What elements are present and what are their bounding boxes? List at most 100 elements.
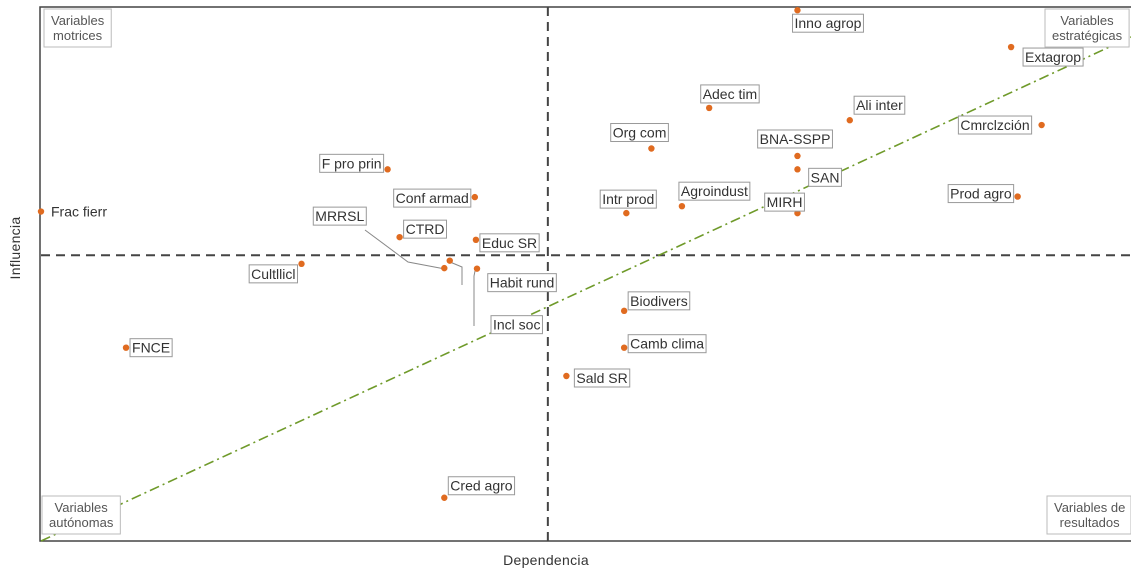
point-label: Cultllicl [251, 266, 295, 282]
data-point-marker [441, 264, 448, 272]
point-cmrclzci-n: Cmrclzción [957, 115, 1045, 135]
point-habit-rund: Habit rund [446, 257, 557, 293]
point-cultllicl: Cultllicl [248, 260, 305, 284]
data-point-marker [122, 344, 130, 351]
leader-line [364, 229, 446, 270]
point-label: Prod agro [950, 186, 1012, 202]
quadrant-label-box [41, 495, 121, 535]
point-bna-sspp: BNA-SSPP [757, 129, 833, 160]
point-label-box [627, 291, 691, 311]
y-axis-label: Influencia [7, 217, 23, 280]
point-fnce: FNCE [122, 338, 173, 358]
data-points: Frac fierr FNCE Cultllicl F pro prin Conf ar… [37, 7, 1084, 501]
point-label-box [792, 13, 864, 33]
quadrant-labels: VariablesmotricesVariablesestratégicasVa… [41, 8, 1131, 535]
point-label: Cmrclzción [960, 117, 1029, 133]
diagonal-line [40, 36, 1131, 542]
point-label: Sald SR [576, 370, 627, 386]
data-point-marker [473, 265, 481, 272]
point-incl-soc: Incl soc [473, 265, 543, 335]
point-frac-fierr: Frac fierr [37, 204, 107, 220]
data-point-marker [446, 257, 453, 264]
point-label: F pro prin [322, 155, 382, 171]
point-label: Cred agro [450, 478, 512, 494]
data-point-marker [563, 372, 570, 380]
point-adec-tim: Adec tim [700, 84, 760, 112]
point-label-box [1022, 47, 1084, 67]
point-ali-inter: Ali inter [846, 95, 906, 124]
point-label: Habit rund [490, 275, 555, 291]
point-label-box [248, 264, 299, 284]
point-label-box [853, 95, 906, 115]
data-point-marker [705, 104, 713, 112]
quadrant-label-text: Variables [51, 13, 105, 28]
point-label-box [678, 181, 751, 201]
data-point-marker [620, 307, 628, 315]
quadrant-label-box [43, 8, 112, 48]
point-intr-prod: Intr prod [599, 189, 657, 217]
point-ctrd: CTRD [396, 219, 448, 241]
point-sald-sr: Sald SR [563, 368, 631, 388]
data-point-marker [472, 236, 480, 244]
point-label-box [319, 153, 385, 173]
data-point-marker [471, 193, 479, 201]
leader-line [449, 261, 463, 285]
point-label-box [808, 167, 842, 187]
point-label-box [490, 315, 543, 335]
point-label: Camb clima [630, 336, 704, 352]
point-label-box [479, 233, 540, 253]
point-label: Extagrop [1025, 49, 1081, 65]
x-axis-label: Dependencia [503, 552, 589, 568]
data-point-marker [396, 233, 403, 241]
point-label-box [757, 129, 833, 149]
data-point-marker [1014, 193, 1021, 200]
leader-lines [364, 229, 476, 326]
point-label-box [447, 476, 516, 496]
data-point-marker [794, 152, 801, 160]
point-mirh: MIRH [764, 192, 805, 217]
data-point-marker [441, 494, 448, 501]
quadrant-label-text: estratégicas [1052, 28, 1123, 43]
point-label: Incl soc [493, 317, 540, 333]
data-point-marker [623, 209, 630, 217]
point-label: Adec tim [703, 86, 757, 102]
point-camb-clima: Camb clima [620, 334, 707, 354]
point-label: SAN [811, 169, 840, 185]
point-label: FNCE [132, 340, 170, 356]
leader-line [473, 270, 476, 326]
quadrant-dividers [41, 7, 1131, 541]
point-label: MIRH [767, 194, 803, 210]
quadrant-label-text: motrices [53, 28, 103, 43]
point-conf-armad: Conf armad [393, 188, 479, 208]
data-point-marker [37, 208, 45, 215]
quadrant-label-text: Variables [1060, 13, 1114, 28]
point-label-box [312, 206, 367, 226]
quadrant-label-text: autónomas [49, 515, 114, 530]
data-point-marker [1007, 43, 1015, 51]
data-point-marker [794, 7, 801, 14]
data-point-marker [620, 344, 628, 351]
point-label: BNA-SSPP [760, 131, 831, 147]
point-org-com: Org com [610, 123, 669, 152]
point-label-box [487, 273, 557, 293]
point-educ-sr: Educ SR [472, 233, 540, 253]
point-label-box [627, 334, 707, 354]
point-label-box [393, 188, 472, 208]
plot-area-border [39, 6, 1131, 542]
point-san: SAN [794, 166, 842, 187]
diagonal-trend-line [40, 36, 1131, 542]
point-label: Intr prod [602, 191, 654, 207]
point-biodivers: Biodivers [620, 291, 691, 315]
point-label-box [610, 123, 669, 143]
point-label: MRRSL [315, 208, 364, 224]
point-inno-agrop: Inno agrop [792, 7, 864, 33]
point-label: Agroindust [681, 183, 748, 199]
point-label: Org com [613, 125, 667, 141]
point-extagrop: Extagrop [1007, 43, 1084, 67]
data-point-marker [298, 260, 305, 268]
point-label: Ali inter [856, 97, 903, 113]
